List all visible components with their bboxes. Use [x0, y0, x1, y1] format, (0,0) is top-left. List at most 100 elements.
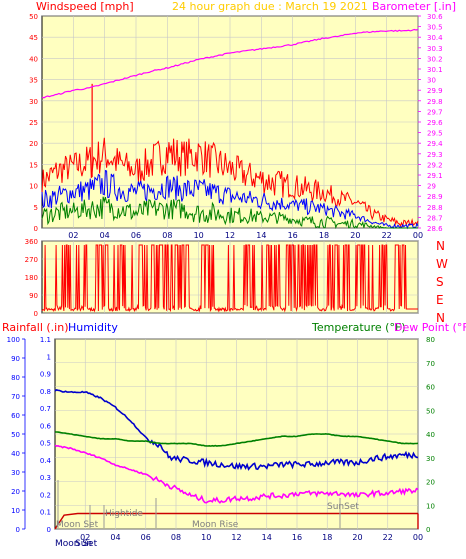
temperature-tick-label: 30 — [426, 455, 435, 463]
humidity-x-tick-label: 02 — [80, 533, 90, 542]
barometer-tick-label: 29.4 — [427, 140, 443, 148]
rain-inner-tick-label: 0.2 — [40, 491, 51, 499]
wind-axis-label: Windspeed [mph] — [36, 0, 134, 13]
wind-tick-label: 10 — [29, 183, 38, 191]
high-tide-event-label: Hightide — [105, 509, 143, 519]
humidity-outer-tick-label: 100 — [7, 336, 20, 344]
bottom-sun-rise-label: Sun — [75, 539, 92, 549]
barometer-tick-label: 30.1 — [427, 66, 443, 74]
wind-tick-label: 20 — [29, 140, 38, 148]
direction-letter-w: W — [436, 257, 448, 271]
bottom-moon-set-label: Moon Set — [55, 539, 98, 549]
rain-inner-tick-label: 0.3 — [40, 474, 51, 482]
wind_avg-series-line — [41, 169, 419, 230]
humidity-series-line — [54, 389, 419, 471]
rain-inner-tick-label: 0.1 — [40, 509, 51, 517]
chart-title: 24 hour graph due : March 19 2021 — [172, 0, 368, 13]
barometer-tick-label: 30.2 — [427, 55, 443, 63]
rainfall-series-line — [54, 512, 418, 530]
direction-tick-label: 360 — [25, 238, 38, 246]
barometer-tick-label: 29.8 — [427, 98, 443, 106]
humidity-outer-tick-label: 0 — [16, 526, 20, 534]
barometer-tick-label: 29.6 — [427, 119, 443, 127]
barometer-tick-label: 29.9 — [427, 87, 443, 95]
rain-inner-tick-label: 0 — [47, 526, 51, 534]
wind-tick-label: 40 — [29, 55, 38, 63]
temperature-tick-label: 20 — [426, 479, 435, 487]
barometer-tick-label: 30.6 — [427, 13, 443, 21]
temperature-tick-label: 50 — [426, 407, 435, 415]
barometer-tick-label: 30.4 — [427, 34, 443, 42]
sunset-event-label: SunSet — [327, 502, 359, 512]
temperature-tick-label: 80 — [426, 336, 435, 344]
temperature-tick-label: 70 — [426, 360, 435, 368]
barometer-tick-label: 29.5 — [427, 130, 443, 138]
barometer-tick-label: 28.6 — [427, 225, 443, 233]
rain-inner-tick-label: 0.7 — [40, 405, 51, 413]
wind_low-series-line — [41, 196, 418, 230]
direction-tick-label: 90 — [29, 292, 38, 300]
humidity-x-tick-label: 20 — [352, 533, 362, 542]
barometer-tick-label: 30 — [427, 77, 436, 85]
wind-tick-label: 25 — [29, 119, 38, 127]
axis-layer: 0510152025303540455028.628.728.828.92929… — [7, 13, 444, 542]
temperature-tick-label: 60 — [426, 384, 435, 392]
barometer-tick-label: 30.5 — [427, 24, 443, 32]
rainfall-axis-label: Rainfall (.in) — [2, 321, 69, 334]
direction-letter-e: E — [436, 293, 444, 307]
humidity-outer-tick-label: 30 — [11, 469, 20, 477]
humidity-x-tick-label: 16 — [292, 533, 302, 542]
humidity-x-tick-label: 12 — [231, 533, 241, 542]
wind-x-tick-label: 04 — [100, 231, 110, 240]
wind-x-tick-label: 16 — [288, 231, 298, 240]
humidity-x-tick-label: 04 — [110, 533, 120, 542]
rain-inner-tick-label: 0.4 — [40, 457, 52, 465]
wind-x-tick-label: 08 — [162, 231, 172, 240]
humidity-outer-tick-label: 50 — [11, 431, 20, 439]
wind-x-tick-label: 02 — [68, 231, 78, 240]
wind-direction-series-line — [41, 244, 418, 313]
rain-inner-tick-label: 1.1 — [40, 336, 51, 344]
wind-x-tick-label: 12 — [225, 231, 235, 240]
humidity-x-tick-label: 14 — [262, 533, 272, 542]
humidity-x-tick-label: 00 — [413, 533, 423, 542]
humidity-outer-tick-label: 70 — [11, 393, 20, 401]
rain-inner-tick-label: 0.5 — [40, 440, 51, 448]
humidity-outer-tick-label: 80 — [11, 374, 20, 382]
wind-tick-label: 15 — [29, 161, 38, 169]
rain-inner-tick-label: 0.8 — [40, 388, 51, 396]
humidity-outer-tick-label: 40 — [11, 450, 20, 458]
wind-tick-label: 0 — [34, 225, 38, 233]
direction-letter-n-bottom: N — [436, 311, 445, 325]
wind_high-series-line — [41, 137, 419, 228]
direction-letter-s: S — [436, 275, 444, 289]
direction-tick-label: 270 — [25, 256, 38, 264]
barometer-tick-label: 29.1 — [427, 172, 443, 180]
dewpoint-axis-label: Dew Point (°F) — [394, 321, 466, 334]
barometer-axis-label: Barometer [.in] — [372, 0, 456, 13]
wind-tick-label: 35 — [29, 77, 38, 85]
barometer-tick-label: 29 — [427, 183, 436, 191]
direction-letter-n-top: N — [436, 239, 445, 253]
temperature-tick-label: 10 — [426, 502, 435, 510]
rain-inner-tick-label: 0.9 — [40, 371, 51, 379]
temperature-series-line — [54, 431, 419, 447]
series-layer — [41, 28, 419, 530]
humidity-outer-tick-label: 60 — [11, 412, 20, 420]
humidity-outer-tick-label: 90 — [11, 355, 20, 363]
temperature-tick-label: 0 — [426, 526, 430, 534]
direction-tick-label: 0 — [34, 310, 38, 318]
humidity-outer-tick-label: 10 — [11, 507, 20, 515]
direction-tick-label: 180 — [25, 274, 38, 282]
humidity-x-tick-label: 10 — [201, 533, 211, 542]
humidity-outer-tick-label: 20 — [11, 488, 20, 496]
barometer-tick-label: 28.8 — [427, 204, 443, 212]
barometer-tick-label: 29.7 — [427, 108, 443, 116]
barometer-tick-label: 28.7 — [427, 214, 443, 222]
wind-tick-label: 45 — [29, 34, 38, 42]
wind-x-tick-label: 10 — [194, 231, 204, 240]
wind-tick-label: 30 — [29, 98, 38, 106]
humidity-axis-label: Humidity — [68, 321, 118, 334]
